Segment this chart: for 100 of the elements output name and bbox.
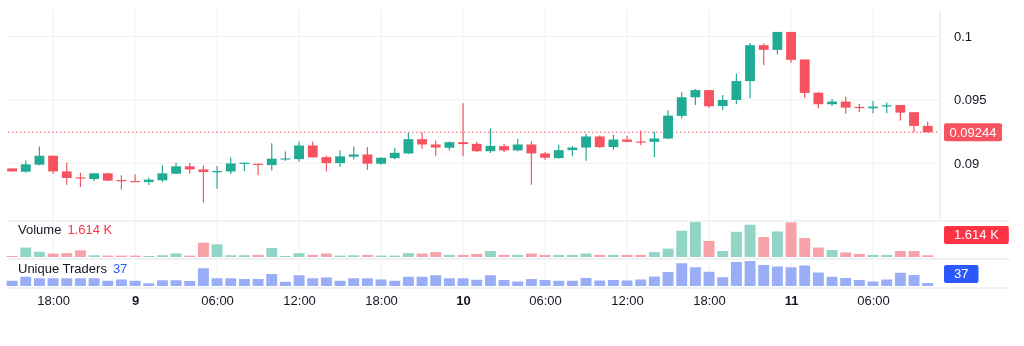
candlestick bbox=[676, 91, 687, 120]
bar bbox=[908, 251, 920, 257]
bar bbox=[238, 279, 250, 286]
bar bbox=[730, 231, 742, 257]
bar bbox=[266, 247, 278, 257]
candlestick bbox=[403, 131, 414, 155]
bar bbox=[484, 275, 496, 286]
bar bbox=[840, 252, 852, 257]
bar bbox=[197, 268, 209, 286]
bar bbox=[566, 254, 578, 257]
annotation: 1.614 K bbox=[67, 222, 113, 237]
bar bbox=[74, 278, 86, 286]
candlestick bbox=[526, 140, 537, 186]
bar bbox=[648, 276, 660, 286]
bar bbox=[881, 254, 893, 257]
x-tick-label: 06:00 bbox=[529, 293, 562, 309]
bar bbox=[553, 280, 565, 286]
bar bbox=[566, 280, 578, 286]
bar bbox=[361, 254, 373, 257]
x-tick-label: 12:00 bbox=[283, 293, 316, 309]
bar bbox=[320, 277, 332, 286]
candlestick bbox=[485, 127, 496, 154]
bar bbox=[102, 280, 114, 286]
bar bbox=[799, 265, 811, 286]
bar bbox=[402, 253, 414, 257]
bar bbox=[676, 230, 688, 257]
candlestick bbox=[266, 142, 277, 172]
bar bbox=[307, 254, 319, 257]
bar bbox=[812, 247, 824, 257]
bar bbox=[785, 222, 797, 257]
candlestick bbox=[294, 140, 304, 163]
bar bbox=[252, 254, 264, 257]
bar bbox=[676, 263, 688, 286]
candlestick bbox=[61, 162, 72, 186]
bar bbox=[47, 278, 59, 286]
bar bbox=[61, 253, 73, 257]
bar bbox=[812, 272, 824, 286]
bar bbox=[703, 240, 715, 257]
bar bbox=[621, 254, 633, 257]
candlestick bbox=[581, 133, 591, 162]
candlestick bbox=[758, 42, 769, 66]
bar bbox=[33, 278, 45, 286]
bar bbox=[539, 280, 551, 286]
bar bbox=[471, 279, 483, 286]
text: 1.614 K bbox=[954, 227, 999, 242]
bar bbox=[512, 254, 524, 257]
bar bbox=[170, 280, 182, 286]
bar bbox=[156, 280, 168, 286]
bar bbox=[266, 274, 278, 286]
y-tick-label: 0.09 bbox=[954, 155, 980, 171]
x-tick-label: 06:00 bbox=[201, 293, 234, 309]
bar bbox=[279, 281, 291, 286]
bar bbox=[662, 272, 674, 286]
bar bbox=[389, 280, 401, 286]
candlestick bbox=[731, 72, 742, 105]
bar bbox=[648, 252, 660, 257]
bar bbox=[88, 278, 100, 286]
bar bbox=[607, 280, 619, 286]
bar bbox=[361, 278, 373, 286]
candlestick bbox=[335, 149, 345, 168]
bar bbox=[443, 254, 455, 257]
bar bbox=[416, 276, 428, 286]
bar bbox=[293, 275, 305, 286]
candlestick bbox=[198, 164, 209, 204]
bar bbox=[922, 283, 934, 286]
bar bbox=[881, 279, 893, 286]
bar bbox=[744, 224, 756, 257]
bar bbox=[430, 252, 442, 257]
bar bbox=[471, 253, 483, 257]
bar bbox=[594, 254, 606, 257]
bar bbox=[293, 253, 305, 257]
annotation: 37 bbox=[112, 261, 128, 276]
bar bbox=[252, 279, 264, 286]
bar bbox=[703, 271, 715, 286]
bar bbox=[457, 278, 469, 286]
ref-line-label: 0.09244 bbox=[949, 124, 997, 140]
bar bbox=[143, 283, 155, 286]
x-tick-label: 06:00 bbox=[857, 293, 890, 309]
bar bbox=[375, 279, 387, 286]
bar bbox=[539, 254, 551, 257]
bar bbox=[853, 253, 865, 257]
bar bbox=[635, 254, 647, 257]
bar bbox=[348, 278, 360, 286]
bar bbox=[443, 278, 455, 286]
bar bbox=[211, 278, 223, 286]
bar bbox=[826, 250, 838, 257]
bar bbox=[621, 280, 633, 286]
x-tick-label: 18:00 bbox=[365, 293, 398, 309]
x-tick-label: 10 bbox=[456, 293, 471, 309]
bar bbox=[908, 275, 920, 286]
bar bbox=[867, 281, 879, 286]
bar bbox=[457, 254, 469, 257]
bar bbox=[74, 250, 86, 257]
bar bbox=[607, 254, 619, 257]
text: 37 bbox=[954, 266, 969, 281]
x-tick-label: 12:00 bbox=[611, 293, 644, 309]
bar bbox=[758, 265, 770, 286]
bar bbox=[498, 280, 510, 286]
x-tick-label: 18:00 bbox=[37, 293, 70, 309]
candlestick bbox=[649, 131, 660, 158]
